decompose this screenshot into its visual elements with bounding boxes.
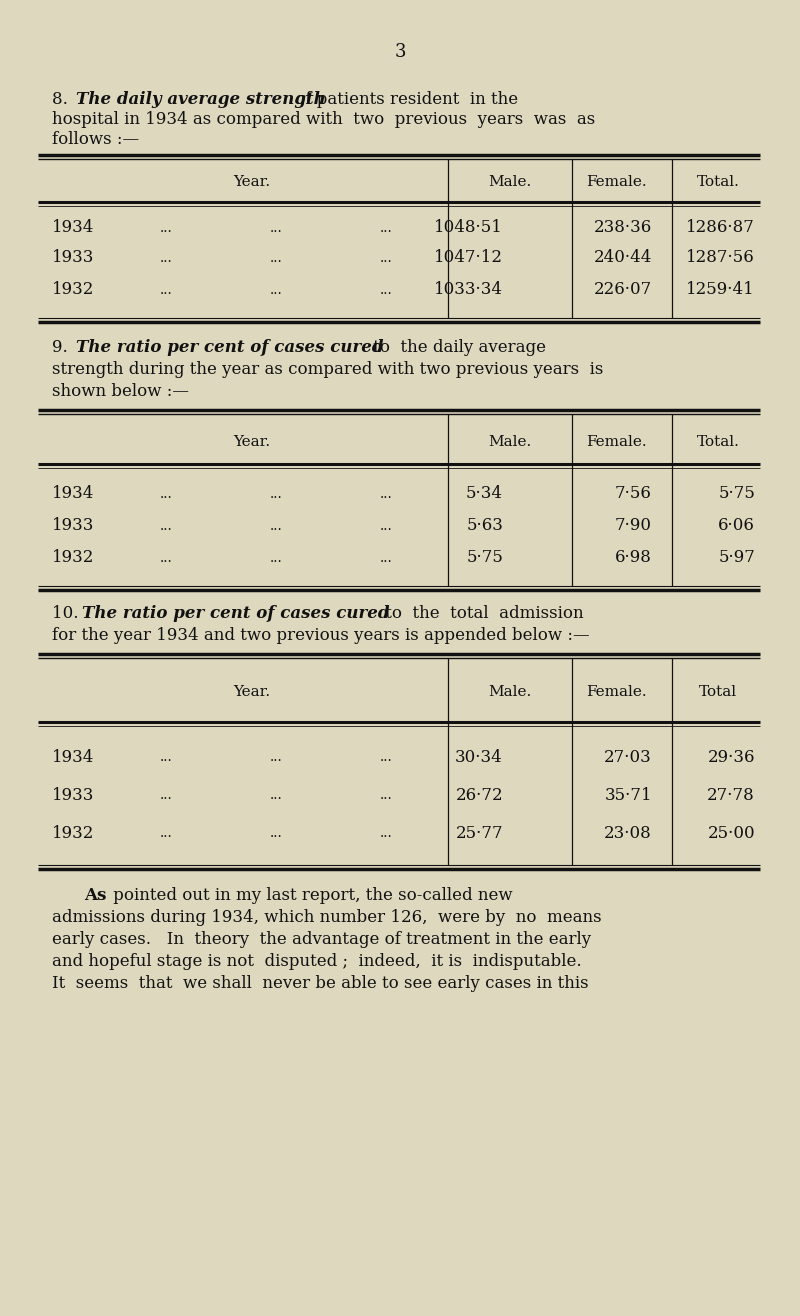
Text: As: As <box>84 887 106 904</box>
Text: 238·36: 238·36 <box>594 220 652 237</box>
Text: 25·77: 25·77 <box>455 825 503 841</box>
Text: 27·03: 27·03 <box>604 749 652 766</box>
Text: 5·97: 5·97 <box>718 550 755 566</box>
Text: early cases.   In  theory  the advantage of treatment in the early: early cases. In theory the advantage of … <box>52 930 591 948</box>
Text: 5·75: 5·75 <box>466 550 503 566</box>
Text: The daily average strength: The daily average strength <box>76 92 326 108</box>
Text: 10.: 10. <box>52 605 87 622</box>
Text: and hopeful stage is not  disputed ;  indeed,  it is  indisputable.: and hopeful stage is not disputed ; inde… <box>52 953 582 970</box>
Text: ...: ... <box>380 487 393 501</box>
Text: 226·07: 226·07 <box>594 282 652 299</box>
Text: ...: ... <box>270 826 282 840</box>
Text: Female.: Female. <box>586 175 646 190</box>
Text: admissions during 1934, which number 126,  were by  no  means: admissions during 1934, which number 126… <box>52 908 602 925</box>
Text: 1933: 1933 <box>52 517 94 534</box>
Text: The ratio per cent of cases cured: The ratio per cent of cases cured <box>82 605 390 622</box>
Text: to  the  total  admission: to the total admission <box>380 605 584 622</box>
Text: ...: ... <box>270 283 282 297</box>
Text: to  the daily average: to the daily average <box>368 340 546 357</box>
Text: 26·72: 26·72 <box>455 787 503 804</box>
Text: ...: ... <box>270 487 282 501</box>
Text: 6·98: 6·98 <box>615 550 652 566</box>
Text: Male.: Male. <box>488 686 532 699</box>
Text: 1286·87: 1286·87 <box>686 220 755 237</box>
Text: ...: ... <box>160 519 173 533</box>
Text: 30·34: 30·34 <box>455 749 503 766</box>
Text: 1047·12: 1047·12 <box>434 250 503 267</box>
Text: It  seems  that  we shall  never be able to see early cases in this: It seems that we shall never be able to … <box>52 975 589 991</box>
Text: 1933: 1933 <box>52 787 94 804</box>
Text: 5·34: 5·34 <box>466 486 503 503</box>
Text: 1932: 1932 <box>52 550 94 566</box>
Text: hospital in 1934 as compared with  two  previous  years  was  as: hospital in 1934 as compared with two pr… <box>52 112 595 129</box>
Text: ...: ... <box>160 487 173 501</box>
Text: 1033·34: 1033·34 <box>434 282 503 299</box>
Text: ...: ... <box>380 750 393 765</box>
Text: 7·56: 7·56 <box>615 486 652 503</box>
Text: 23·08: 23·08 <box>604 825 652 841</box>
Text: ...: ... <box>380 251 393 265</box>
Text: 1934: 1934 <box>52 220 94 237</box>
Text: pointed out in my last report, the so-called new: pointed out in my last report, the so-ca… <box>108 887 513 904</box>
Text: ...: ... <box>160 283 173 297</box>
Text: 1287·56: 1287·56 <box>686 250 755 267</box>
Text: 27·78: 27·78 <box>707 787 755 804</box>
Text: Female.: Female. <box>586 436 646 449</box>
Text: for the year 1934 and two previous years is appended below :—: for the year 1934 and two previous years… <box>52 628 590 645</box>
Text: ...: ... <box>270 519 282 533</box>
Text: ...: ... <box>380 283 393 297</box>
Text: Total.: Total. <box>697 436 739 449</box>
Text: 6·06: 6·06 <box>718 517 755 534</box>
Text: Total.: Total. <box>697 175 739 190</box>
Text: ...: ... <box>160 826 173 840</box>
Text: ...: ... <box>380 551 393 565</box>
Text: Female.: Female. <box>586 686 646 699</box>
Text: Male.: Male. <box>488 175 532 190</box>
Text: 1932: 1932 <box>52 825 94 841</box>
Text: 1259·41: 1259·41 <box>686 282 755 299</box>
Text: ...: ... <box>380 221 393 236</box>
Text: 240·44: 240·44 <box>594 250 652 267</box>
Text: ...: ... <box>380 788 393 801</box>
Text: shown below :—: shown below :— <box>52 383 189 400</box>
Text: 1048·51: 1048·51 <box>434 220 503 237</box>
Text: 9.: 9. <box>52 340 76 357</box>
Text: 8.: 8. <box>52 92 76 108</box>
Text: ...: ... <box>160 251 173 265</box>
Text: strength during the year as compared with two previous years  is: strength during the year as compared wit… <box>52 362 603 379</box>
Text: ...: ... <box>270 221 282 236</box>
Text: 5·63: 5·63 <box>466 517 503 534</box>
Text: 3: 3 <box>394 43 406 61</box>
Text: The ratio per cent of cases cured: The ratio per cent of cases cured <box>76 340 383 357</box>
Text: ...: ... <box>160 551 173 565</box>
Text: 1934: 1934 <box>52 749 94 766</box>
Text: ...: ... <box>270 551 282 565</box>
Text: 35·71: 35·71 <box>604 787 652 804</box>
Text: ...: ... <box>160 750 173 765</box>
Text: 25·00: 25·00 <box>707 825 755 841</box>
Text: ...: ... <box>160 221 173 236</box>
Text: 1933: 1933 <box>52 250 94 267</box>
Text: ...: ... <box>270 251 282 265</box>
Text: 29·36: 29·36 <box>707 749 755 766</box>
Text: follows :—: follows :— <box>52 132 139 149</box>
Text: ...: ... <box>380 826 393 840</box>
Text: Year.: Year. <box>234 436 270 449</box>
Text: 1932: 1932 <box>52 282 94 299</box>
Text: 5·75: 5·75 <box>718 486 755 503</box>
Text: Year.: Year. <box>234 686 270 699</box>
Text: Total: Total <box>699 686 737 699</box>
Text: ...: ... <box>270 788 282 801</box>
Text: 1934: 1934 <box>52 486 94 503</box>
Text: of patients resident  in the: of patients resident in the <box>290 92 518 108</box>
Text: ...: ... <box>270 750 282 765</box>
Text: ...: ... <box>380 519 393 533</box>
Text: 7·90: 7·90 <box>615 517 652 534</box>
Text: Year.: Year. <box>234 175 270 190</box>
Text: Male.: Male. <box>488 436 532 449</box>
Text: ...: ... <box>160 788 173 801</box>
